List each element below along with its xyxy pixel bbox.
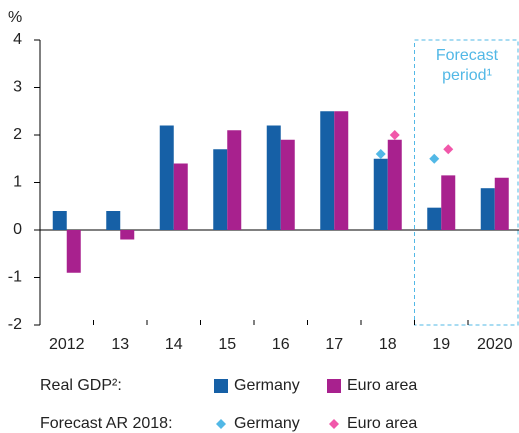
bar [266, 125, 281, 230]
bar [320, 111, 335, 230]
x-tick-label: 19 [432, 336, 450, 353]
y-tick-label: 3 [13, 79, 22, 96]
bar [280, 139, 295, 230]
bar [387, 139, 402, 230]
bar [213, 149, 228, 230]
x-tick-label: 17 [325, 336, 343, 353]
bar [106, 211, 121, 230]
bar [159, 125, 174, 230]
x-tick-label: 13 [111, 336, 129, 353]
legend-swatch [327, 379, 341, 393]
marker [443, 144, 454, 155]
legend-group-label: Real GDP²: [40, 377, 122, 394]
bar [334, 111, 349, 230]
x-tick-label: 16 [272, 336, 290, 353]
marker [375, 149, 386, 159]
legend-group-label: Forecast AR 2018: [40, 415, 173, 432]
x-tick-label: 2012 [49, 336, 85, 353]
x-tick-label: 18 [379, 336, 397, 353]
y-axis-label: % [8, 9, 22, 26]
y-tick-label: -1 [8, 269, 22, 286]
bar [227, 130, 242, 230]
y-tick-label: 0 [13, 221, 22, 238]
bar [373, 158, 388, 230]
annotation: period¹ [442, 67, 492, 84]
bar [173, 163, 188, 230]
bar [494, 177, 509, 230]
legend-label: Euro area [347, 377, 417, 394]
bar [120, 230, 135, 240]
bar [441, 175, 456, 230]
annotation: Forecast [436, 47, 499, 64]
y-tick-label: 1 [13, 174, 22, 191]
bar [52, 211, 67, 230]
bar [66, 230, 81, 273]
x-tick-label: 15 [218, 336, 236, 353]
y-tick-label: 2 [13, 126, 22, 143]
bar [427, 207, 442, 230]
legend-label: Euro area [347, 415, 417, 432]
y-tick-label: -2 [8, 316, 22, 333]
x-tick-label: 14 [165, 336, 183, 353]
legend-swatch [329, 419, 339, 429]
y-tick-label: 4 [13, 31, 22, 48]
legend-swatch [214, 379, 228, 393]
marker [429, 153, 440, 164]
legend-swatch [216, 419, 226, 429]
bar [480, 188, 495, 230]
forecast-region [414, 39, 519, 326]
marker [389, 130, 400, 140]
legend-label: Germany [234, 377, 300, 394]
legend-label: Germany [234, 415, 300, 432]
x-tick-label: 2020 [477, 336, 513, 353]
